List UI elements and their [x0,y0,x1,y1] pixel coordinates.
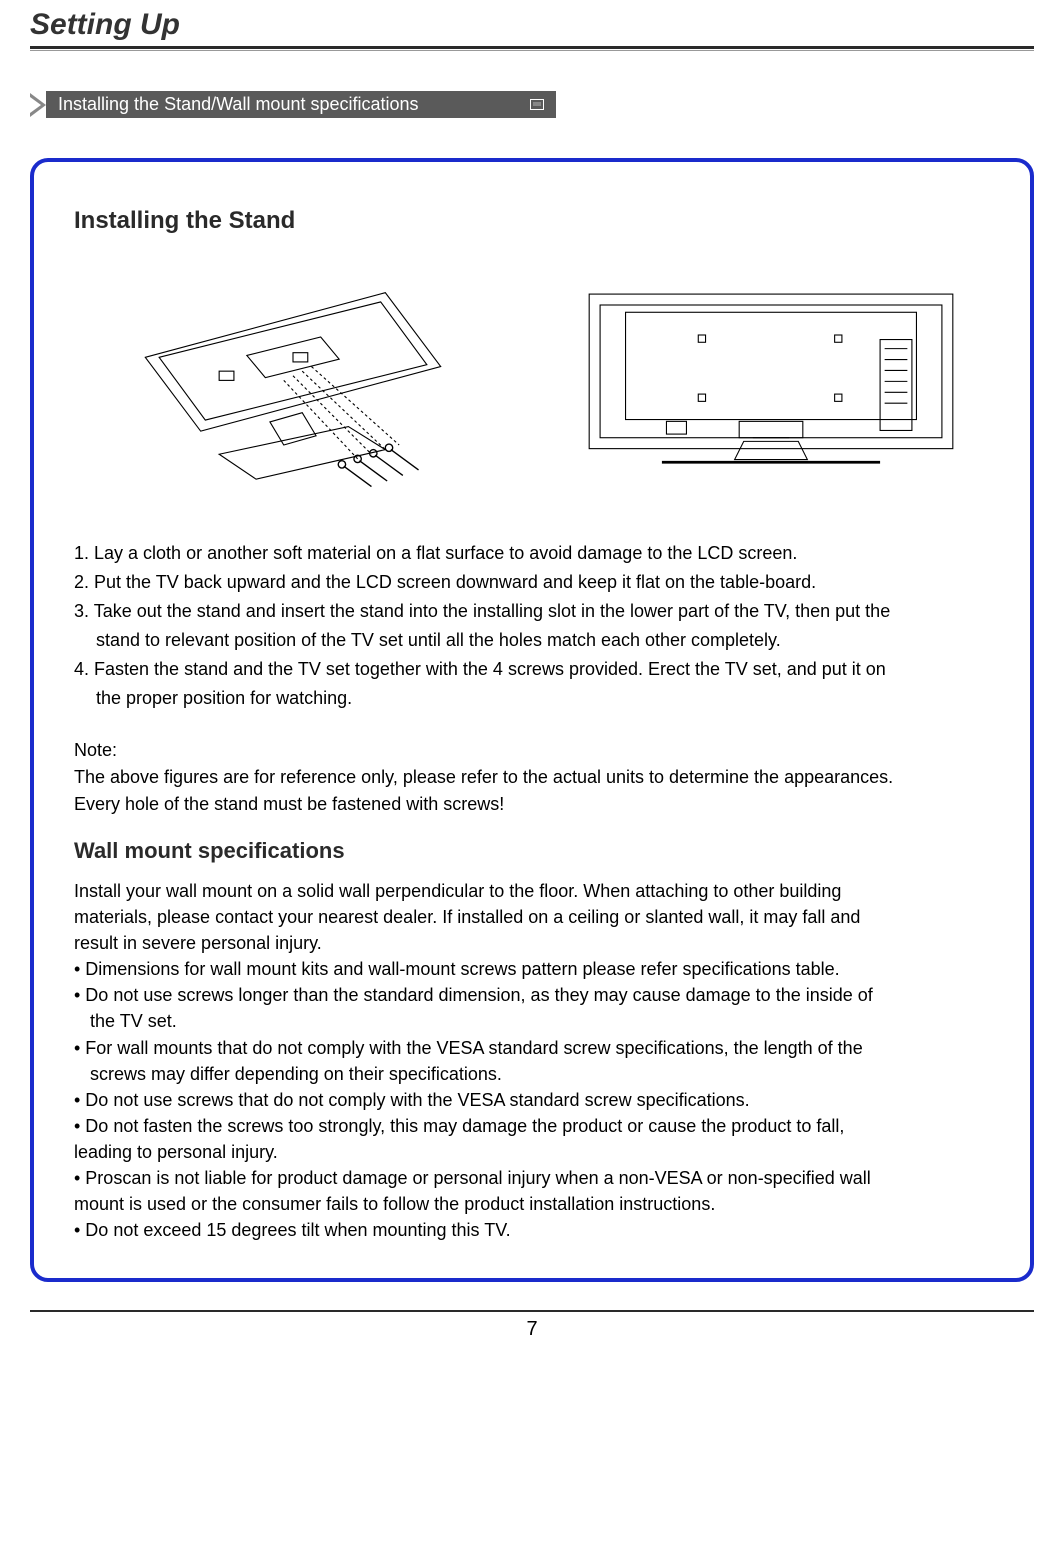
wall-b5b: leading to personal injury. [74,1139,990,1165]
wall-heading: Wall mount specifications [74,838,990,864]
stand-heading: Installing the Stand [74,207,990,235]
wall-intro-2: materials, please contact your nearest d… [74,904,990,930]
wall-b4: • Do not use screws that do not comply w… [74,1087,990,1113]
tv-icon [530,99,544,110]
step-2: 2. Put the TV back upward and the LCD sc… [74,569,990,596]
step-3a: 3. Take out the stand and insert the sta… [74,598,990,625]
note-line-1: The above figures are for reference only… [74,764,990,791]
step-3b: stand to relevant position of the TV set… [74,627,990,654]
note-label: Note: [74,737,990,764]
note-line-2: Every hole of the stand must be fastened… [74,791,990,818]
banner-bar: Installing the Stand/Wall mount specific… [46,91,556,118]
wall-text: Install your wall mount on a solid wall … [74,878,990,1243]
diagram-left [74,265,512,505]
page-number: 7 [30,1310,1034,1341]
tv-assembly-diagram-icon [103,265,483,505]
wall-intro-3: result in severe personal injury. [74,930,990,956]
wall-b2b: the TV set. [74,1008,990,1034]
wall-b6a: • Proscan is not liable for product dama… [74,1165,990,1191]
wall-b2a: • Do not use screws longer than the stan… [74,982,990,1008]
diagram-right [552,265,990,505]
step-4b: the proper position for watching. [74,685,990,712]
chevron-icon [30,93,46,117]
wall-b3b: screws may differ depending on their spe… [74,1061,990,1087]
wall-b3a: • For wall mounts that do not comply wit… [74,1035,990,1061]
stand-instructions: 1. Lay a cloth or another soft material … [74,540,990,712]
title-divider [30,46,1034,51]
banner-label: Installing the Stand/Wall mount specific… [58,94,419,115]
content-frame: Installing the Stand [30,158,1034,1282]
wall-b6b: mount is used or the consumer fails to f… [74,1191,990,1217]
wall-b5a: • Do not fasten the screws too strongly,… [74,1113,990,1139]
step-4a: 4. Fasten the stand and the TV set toget… [74,656,990,683]
tv-rear-diagram-icon [571,285,971,485]
wall-b7: • Do not exceed 15 degrees tilt when mou… [74,1217,990,1243]
section-banner: Installing the Stand/Wall mount specific… [30,91,1034,118]
step-1: 1. Lay a cloth or another soft material … [74,540,990,567]
page-title: Setting Up [30,8,1034,42]
wall-intro-1: Install your wall mount on a solid wall … [74,878,990,904]
diagram-row [74,265,990,505]
wall-b1: • Dimensions for wall mount kits and wal… [74,956,990,982]
note-block: Note: The above figures are for referenc… [74,737,990,818]
